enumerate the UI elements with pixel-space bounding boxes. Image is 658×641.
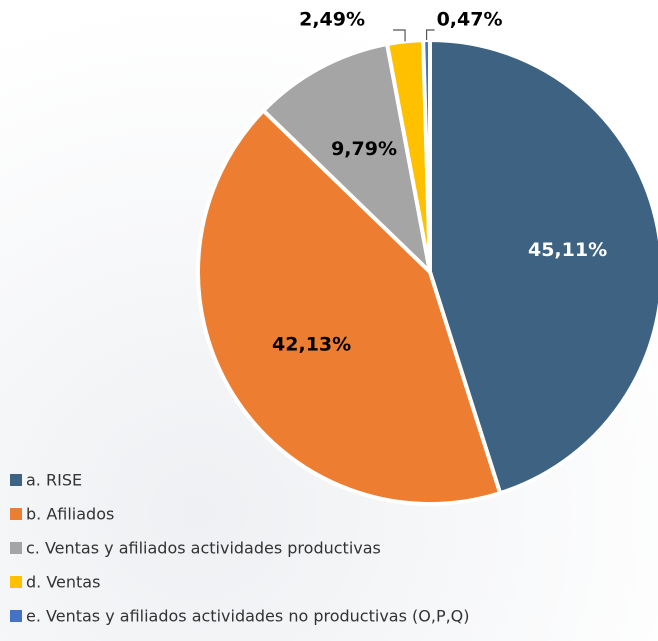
legend-swatch [10, 474, 22, 486]
pie-slice [421, 37, 432, 273]
pie-slice [428, 37, 658, 496]
data-label: 42,13% [272, 334, 351, 356]
legend-label: b. Afiliados [26, 505, 114, 524]
legend-label: c. Ventas y afiliados actividades produc… [26, 539, 381, 558]
legend-swatch [10, 576, 22, 588]
data-label: 2,49% [299, 9, 365, 31]
data-label: 45,11% [528, 239, 607, 261]
data-label: 9,79% [331, 138, 397, 160]
legend-swatch [10, 542, 22, 554]
legend-label: a. RISE [26, 471, 82, 490]
legend-swatch [10, 508, 22, 520]
data-label: 0,47% [437, 9, 503, 31]
legend-label: e. Ventas y afiliados actividades no pro… [26, 607, 470, 626]
legend-label: d. Ventas [26, 573, 100, 592]
leader-line [425, 29, 435, 41]
legend-swatch [10, 610, 22, 622]
pie-slice [196, 107, 503, 506]
leader-line [393, 29, 406, 42]
pie-slice [260, 41, 434, 278]
